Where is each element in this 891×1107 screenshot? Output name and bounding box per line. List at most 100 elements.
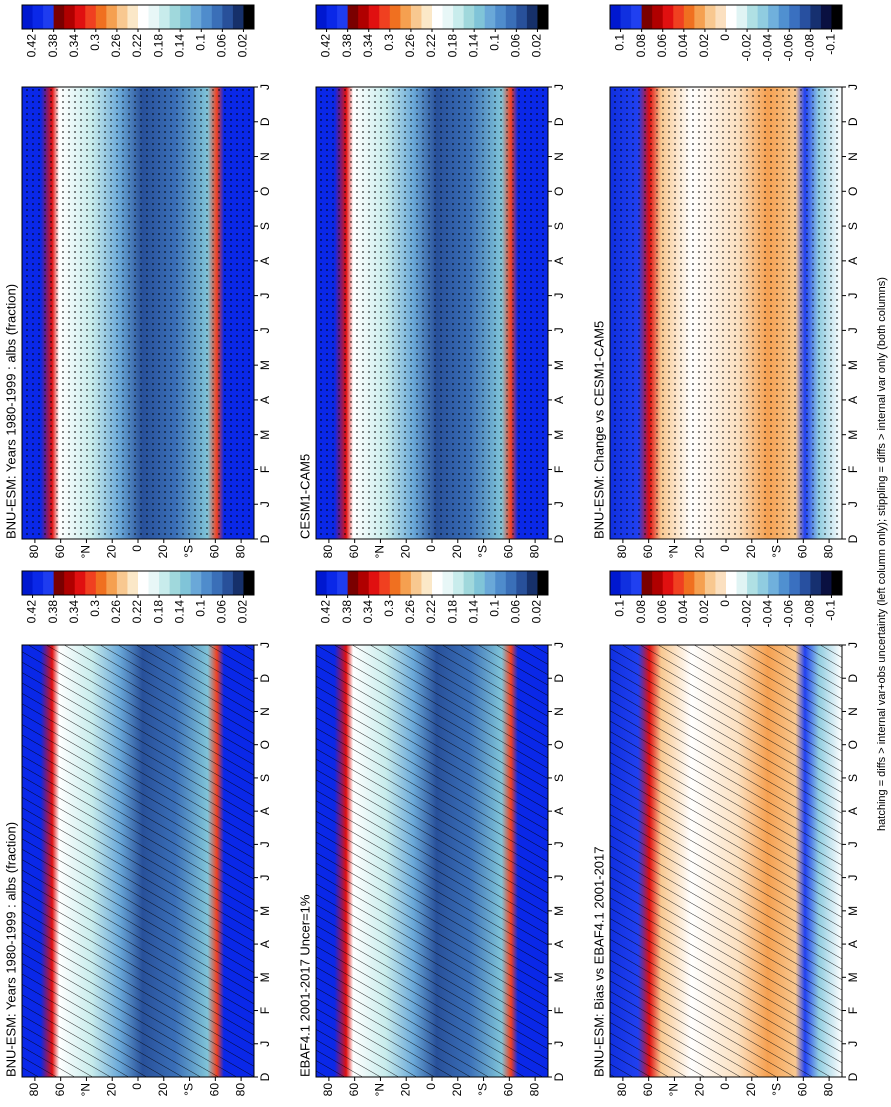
colorbar-cell [474,571,486,595]
colorbar-cell [64,5,76,29]
x-tick-label: S [846,774,860,782]
y-tick-label: 20 [692,1083,706,1097]
colorbar-cell [768,5,780,29]
colorbar-tick-label: 0.34 [361,34,375,58]
colorbar-tick-label: 0.18 [151,34,165,58]
colorbar-tick-label: -0.06 [781,600,795,628]
x-tick-label: F [258,466,272,473]
colorbar-cell [337,571,349,595]
y-tick-label: 60 [53,545,67,559]
colorbar-cell [505,571,517,595]
x-tick-label: D [846,117,860,126]
colorbar-tick-label: 0.18 [445,34,459,58]
x-tick-label: J [846,293,860,299]
colorbar-cell [432,5,444,29]
colorbar-tick-label: 0.1 [613,600,627,617]
panel-title: EBAF4.1 2001-2017 Uncer=1% [297,894,312,1077]
colorbar-tick-label: 0.26 [403,34,417,58]
y-tick-label: 60 [502,1083,516,1097]
overlay [22,87,254,539]
colorbar-tick-label: 0.06 [215,600,229,624]
x-tick-label: J [258,1041,272,1047]
colorbar-cell [694,571,706,595]
overlay [316,87,548,539]
colorbar-cell [400,5,412,29]
colorbar-cell [662,5,674,29]
y-tick-label: °S [182,545,196,558]
colorbar-tick-label: 0.34 [67,34,81,58]
colorbar-cell [116,571,128,595]
colorbar-tick-label: 0.26 [403,600,417,624]
colorbar-tick-label: 0.1 [193,600,207,617]
panel-title: CESM1-CAM5 [297,454,312,539]
y-tick-label: 60 [502,545,516,559]
x-tick-label: M [552,430,566,440]
x-tick-label: N [552,707,566,716]
colorbar-cell [683,571,695,595]
x-tick-label: F [552,1007,566,1014]
colorbar-cell [180,571,192,595]
colorbar-cell [799,571,811,595]
colorbar-cell [453,5,465,29]
colorbar-cell [537,5,549,29]
y-tick-label: 80 [27,545,41,559]
colorbar-tick-label: 0.3 [382,600,396,617]
y-tick-label: 0 [718,1083,732,1090]
colorbar-cell [243,571,255,595]
colorbar-cell [715,5,727,29]
y-tick-label: 80 [615,545,629,559]
panel-title: BNU-ESM: Bias vs EBAF4.1 2001-2017 [591,847,606,1078]
colorbar-cell [169,5,181,29]
colorbar-tick-label: 0.08 [634,600,648,624]
y-tick-label: °N [79,545,93,558]
colorbar-cell [243,5,255,29]
colorbar-tick-label: 0.08 [634,34,648,58]
colorbar-cell [95,5,107,29]
colorbar-cell [43,571,55,595]
colorbar-cell [673,571,685,595]
colorbar-cell [232,5,244,29]
colorbar-tick-label: 0.42 [319,600,333,624]
y-tick-label: 20 [156,1083,170,1097]
y-tick-label: 20 [104,545,118,559]
colorbar-cell [201,571,213,595]
colorbar-cell [831,5,843,29]
x-tick-label: J [846,642,860,648]
x-tick-label: M [846,906,860,916]
colorbar-cell [495,5,507,29]
y-tick-label: 60 [347,1083,361,1097]
colorbar-cell [526,571,538,595]
colorbar-cell [432,571,444,595]
colorbar-tick-label: 0.22 [130,600,144,624]
x-tick-label: D [846,534,860,543]
colorbar-tick-label: 0.38 [46,600,60,624]
x-tick-label: N [846,707,860,716]
y-tick-label: 60 [208,1083,222,1097]
colorbar-cell [368,5,380,29]
y-tick-label: °N [373,1083,387,1096]
colorbar-tick-label: 0.3 [88,600,102,617]
colorbar-cell [820,571,832,595]
colorbar-cell [32,5,44,29]
x-tick-label: J [552,327,566,333]
colorbar-cell [74,571,86,595]
colorbar-tick-label: 0.14 [172,600,186,624]
x-tick-label: S [552,774,566,782]
y-tick-label: 20 [450,1083,464,1097]
colorbar-cell [736,571,748,595]
y-tick-label: °N [667,1083,681,1096]
colorbar-tick-label: 0.04 [676,34,690,58]
x-tick-label: O [552,740,566,749]
colorbar-cell [715,571,727,595]
x-tick-label: J [846,875,860,881]
y-tick-label: 80 [527,545,541,559]
x-tick-label: J [258,501,272,507]
colorbar-cell [190,5,202,29]
colorbar-cell [495,571,507,595]
colorbar-cell [484,5,496,29]
y-tick-label: 60 [53,1083,67,1097]
colorbar-tick-label: -0.1 [824,34,838,55]
colorbar-tick-label: 0.18 [151,600,165,624]
